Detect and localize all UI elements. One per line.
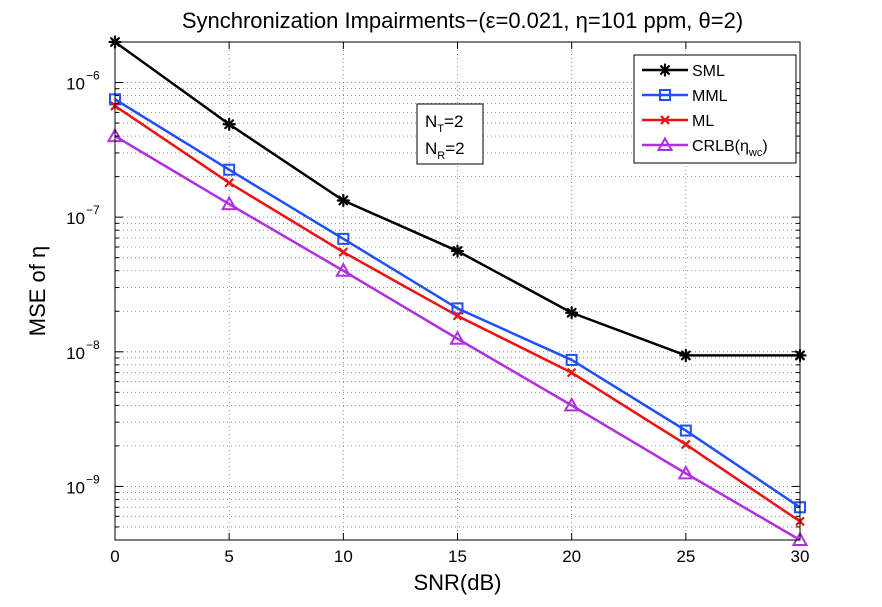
legend-swatch-marker: [660, 115, 670, 125]
data-point-ml: [681, 439, 691, 450]
data-point-mml: [679, 424, 692, 437]
legend-label: SML: [692, 63, 725, 80]
x-tick-label: 20: [562, 547, 581, 566]
annotation-nr: NR=2: [425, 139, 465, 162]
marker-stroke: [224, 119, 235, 130]
legend-label-text: SML: [692, 63, 725, 80]
annotation-frame: [416, 103, 484, 165]
annotation-nr-rest: =2: [445, 139, 464, 158]
marker-stroke: [660, 65, 670, 75]
y-tick-label: 10: [66, 344, 85, 363]
legend-label-close: ): [762, 138, 767, 155]
data-point-mml: [337, 232, 350, 245]
data-point-crlb: [335, 262, 352, 277]
y-tick-labels: 10−910−810−710−6: [66, 69, 100, 498]
legend-items: SML MML ML CRLB(ηwc): [642, 63, 768, 159]
y-axis-label: MSE of η: [25, 246, 50, 336]
series-line-crlb: [114, 135, 801, 542]
legend-label-text: ML: [692, 113, 714, 130]
marker-stroke: [566, 367, 577, 378]
data-point-crlb: [449, 330, 466, 345]
data-point-ml: [452, 311, 463, 321]
legend-label-text: CRLB(η: [692, 138, 749, 155]
data-point-ml: [224, 178, 234, 188]
data-point-ml: [566, 367, 577, 378]
x-tick-label: 30: [791, 547, 810, 566]
legend-label-sub: wc: [748, 147, 763, 159]
annotation-nr-sub: R: [437, 150, 445, 162]
data-point-sml: [336, 193, 350, 208]
x-tick-label: 5: [224, 547, 233, 566]
annotation-nt-rest: =2: [444, 112, 463, 131]
marker-stroke: [452, 246, 463, 257]
y-tick-exponent: −6: [86, 69, 100, 83]
grid: [115, 42, 800, 540]
data-point-sml: [565, 306, 579, 320]
data-point-ml: [338, 247, 349, 257]
y-tick-label: 10: [66, 209, 85, 228]
annotation-nt: NT=2: [425, 112, 463, 135]
x-tick-label: 0: [110, 547, 119, 566]
x-tick-label: 25: [676, 547, 695, 566]
legend-swatch-marker: [658, 63, 672, 77]
series-markers: [106, 35, 809, 546]
y-tick-exponent: −8: [86, 338, 100, 352]
x-tick-labels: 0 5 10 15 20 25 30: [110, 547, 809, 566]
legend-item-crlb: CRLB(ηwc): [642, 136, 768, 159]
legend-item-ml: ML: [642, 113, 714, 130]
marker-stroke: [681, 439, 691, 450]
annotation-nr-main: N: [425, 139, 437, 158]
marker-stroke: [338, 195, 349, 206]
x-axis-label: SNR(dB): [413, 570, 501, 595]
marker-stroke: [660, 115, 670, 125]
chart-title: Synchronization Impairments−(ε=0.021, η=…: [182, 8, 743, 33]
data-point-crlb: [563, 396, 580, 412]
legend-swatch-marker: [656, 136, 674, 151]
data-point-crlb: [791, 531, 809, 546]
marker-stroke: [338, 247, 349, 257]
data-point-mml: [223, 163, 236, 176]
data-point-crlb: [677, 464, 695, 480]
y-tick-label: 10: [66, 478, 85, 497]
legend-label: ML: [692, 113, 714, 130]
legend-item-sml: SML: [642, 63, 725, 80]
legend-item-mml: MML: [642, 88, 728, 105]
x-tick-label: 15: [448, 547, 467, 566]
y-tick-exponent: −9: [86, 472, 100, 486]
axis-ticks: [114, 42, 801, 540]
marker-stroke: [452, 311, 463, 321]
annotation-nt-main: N: [425, 112, 437, 131]
legend-label: CRLB(ηwc): [692, 138, 768, 159]
data-point-sml: [679, 348, 693, 363]
marker-stroke: [680, 350, 691, 361]
data-point-mml: [451, 302, 464, 315]
marker-stroke: [566, 307, 577, 318]
data-point-sml: [450, 244, 465, 258]
annotation-box: NT=2 NR=2: [416, 103, 484, 165]
data-point-crlb: [220, 195, 238, 211]
data-point-sml: [222, 117, 236, 131]
legend-swatch-marker: [659, 89, 671, 101]
annotation-nt-sub: T: [437, 123, 444, 135]
legend: SML MML ML CRLB(ηwc): [633, 54, 797, 164]
marker-stroke: [224, 178, 234, 188]
y-tick-label: 10: [66, 75, 85, 94]
y-tick-exponent: −7: [86, 203, 100, 217]
series-line-mml: [114, 98, 801, 509]
legend-label-text: MML: [692, 88, 728, 105]
legend-label: MML: [692, 88, 728, 105]
x-tick-label: 10: [334, 547, 353, 566]
data-point-mml: [565, 353, 578, 366]
